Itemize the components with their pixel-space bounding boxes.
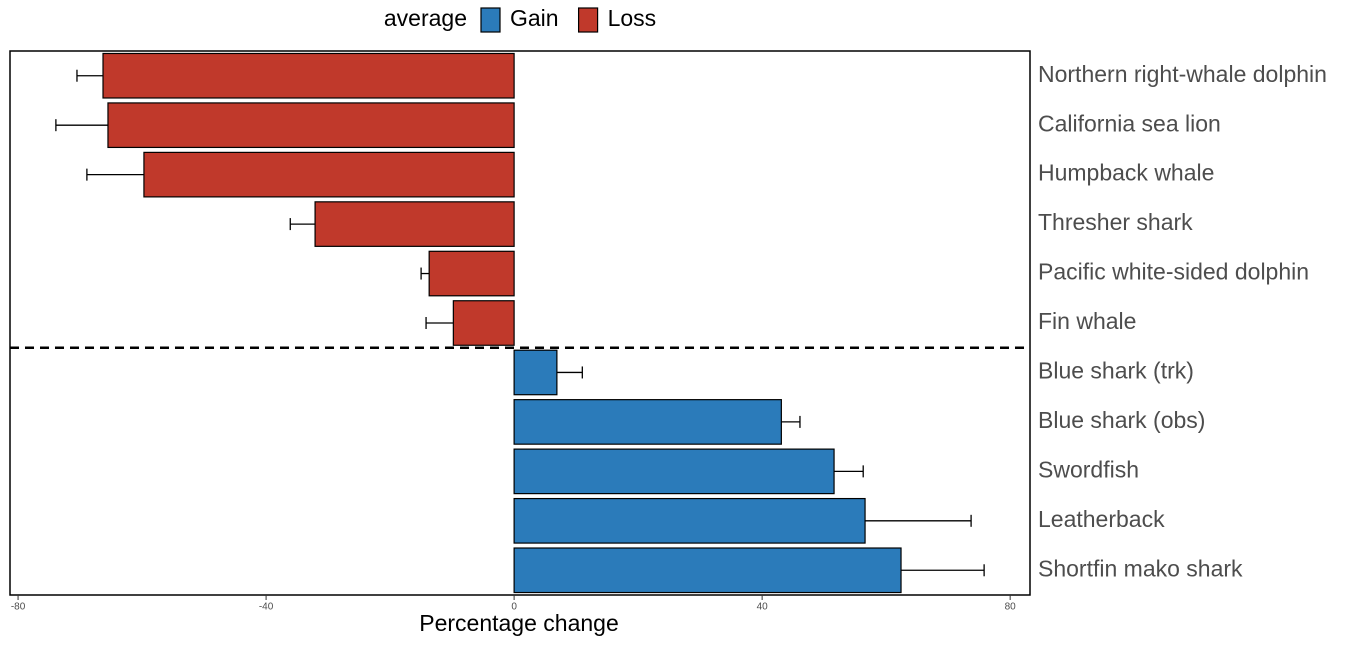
y-tick-label: California sea lion (1038, 110, 1221, 136)
error-bar (420, 267, 430, 280)
error-bar (86, 168, 144, 181)
legend-title: average (384, 5, 467, 31)
x-tick-label: 80 (1005, 602, 1017, 613)
bar (143, 151, 515, 198)
error-bar (556, 366, 583, 379)
x-tick-label: -40 (259, 602, 274, 613)
y-tick-label: Shortfin mako shark (1038, 555, 1243, 581)
error-bar (76, 69, 104, 82)
bar (513, 349, 558, 396)
x-tick-label: 0 (511, 602, 517, 613)
error-bar (781, 415, 801, 428)
x-axis-title: Percentage change (419, 610, 619, 636)
y-tick-label: Blue shark (trk) (1038, 358, 1194, 384)
error-bar (425, 317, 454, 329)
bar (107, 102, 515, 149)
y-tick-label: Fin whale (1038, 308, 1136, 334)
error-bar (834, 465, 864, 478)
bar (452, 300, 515, 346)
bar (513, 448, 835, 495)
legend-swatch (480, 7, 501, 33)
bar (513, 399, 782, 445)
error-bar (55, 119, 108, 132)
legend-label: Gain (510, 5, 559, 31)
y-tick-label: Northern right-whale dolphin (1038, 61, 1327, 87)
error-bar (289, 218, 316, 231)
error-bar (865, 514, 972, 527)
y-tick-label: Leatherback (1038, 506, 1165, 532)
bar (513, 497, 866, 544)
y-tick-label: Blue shark (obs) (1038, 407, 1205, 433)
bar (428, 250, 515, 297)
y-tick-label: Pacific white-sided dolphin (1038, 259, 1309, 285)
y-tick-label: Thresher shark (1038, 209, 1193, 235)
bar (102, 52, 515, 99)
x-tick-label: -80 (11, 602, 26, 613)
legend-swatch (577, 7, 599, 33)
y-tick-label: Humpback whale (1038, 160, 1214, 186)
bar (314, 201, 515, 247)
legend-label: Loss (608, 5, 657, 31)
error-bar (901, 564, 985, 577)
y-tick-label: Swordfish (1038, 456, 1139, 482)
bar (513, 547, 902, 594)
x-tick-label: 40 (757, 602, 769, 613)
plot-frame (9, 50, 1031, 596)
